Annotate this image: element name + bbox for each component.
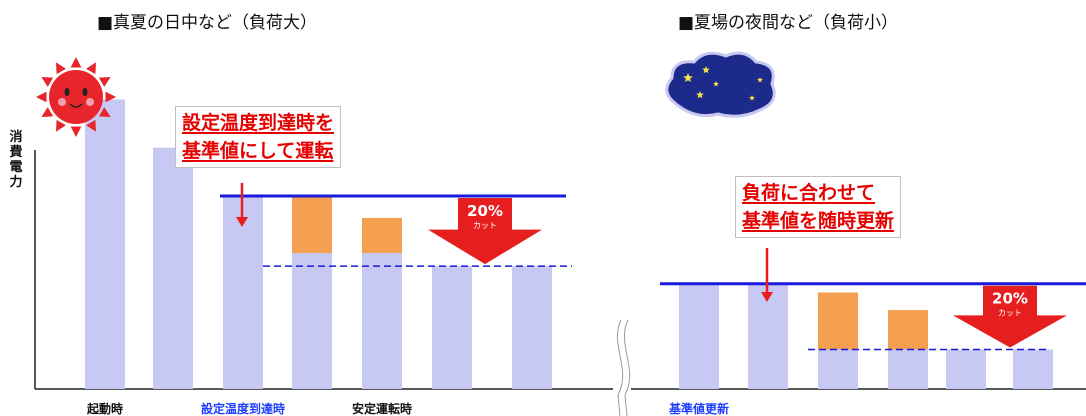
x-tick-label: 安定運転時 [352,401,412,416]
bar-base [748,283,788,389]
bar-excess [818,292,858,350]
bar-excess [292,195,332,254]
sun-ray [41,107,54,117]
bar-base [818,349,858,389]
reduction-arrow [953,285,1067,348]
y-axis-label-char: 費 [9,145,23,160]
reduction-arrow [428,197,542,265]
axis-break-mark [623,319,631,416]
callout-right: 負荷に合わせて 基準値を随時更新 [735,176,902,238]
bar-base [85,99,125,389]
sun-eye [64,88,70,96]
star-shape [757,77,763,83]
star-shape [749,95,755,101]
callout-left-line-2: 基準値にして運転 [182,140,334,162]
callout-left-line-1: 設定温度到達時を [182,112,335,134]
night-cloud [665,51,776,118]
callout-right-line-1: 負荷に合わせて [742,182,876,204]
y-axis-label-char: 力 [9,175,23,190]
sun-cheek [58,98,66,106]
sun-ray [70,57,82,68]
bar-base [512,266,552,389]
bar-base [432,266,472,389]
reduction-percent-label: 20% [992,290,1028,308]
sun-ray [86,62,96,75]
bar-base [679,283,719,389]
star-shape [713,81,719,87]
sun-ray [98,77,111,87]
chart-title-left: ■真夏の日中など（負荷大） [97,13,318,33]
x-tick-label: 基準値更新 [668,401,729,416]
sun-ray [98,107,111,117]
reduction-cut-label: カット [998,309,1022,318]
y-axis-label: 消 費 電 力 [8,130,24,190]
sun-ray [56,62,66,75]
bar-base [362,253,402,389]
chart-title-right: ■夏場の夜間など（負荷小） [678,13,899,33]
sun-cheek [86,98,94,106]
sun-ray [105,91,116,103]
sun-icon [36,57,116,137]
star-shape [683,73,693,83]
x-tick-label: 設定温度到達時 [201,401,285,416]
callout-right-line-2: 基準値を随時更新 [742,210,895,232]
callout-pointer-right-head [761,292,773,302]
sun-eye [82,88,88,96]
sun-ray [86,119,96,132]
bar-excess [888,310,928,350]
reduction-percent-label: 20% [467,202,503,220]
callout-left: 設定温度到達時を 基準値にして運転 [175,106,342,168]
sun-mouth [69,103,83,108]
sun-ray [56,119,66,132]
axis-break-mark [616,319,624,416]
star-shape [696,91,704,99]
x-tick-label: 起動時 [86,401,123,416]
sun-ray [70,126,82,137]
bar-base [1013,349,1053,389]
y-axis-label-char: 消 [9,130,23,145]
bar-base [946,349,986,389]
bar-base [292,253,332,389]
bar-base [153,147,193,389]
sun-face [49,70,103,124]
star-shape [702,66,710,74]
callout-pointer-left-head [236,217,248,227]
reduction-cut-label: カット [473,221,497,230]
sun-ray [41,77,54,87]
bar-base [888,349,928,389]
y-axis-label-char: 電 [9,160,23,175]
sun-ray [36,91,47,103]
bar-excess [362,217,402,254]
moon-night-icon [665,51,776,118]
bar-base [223,195,263,389]
